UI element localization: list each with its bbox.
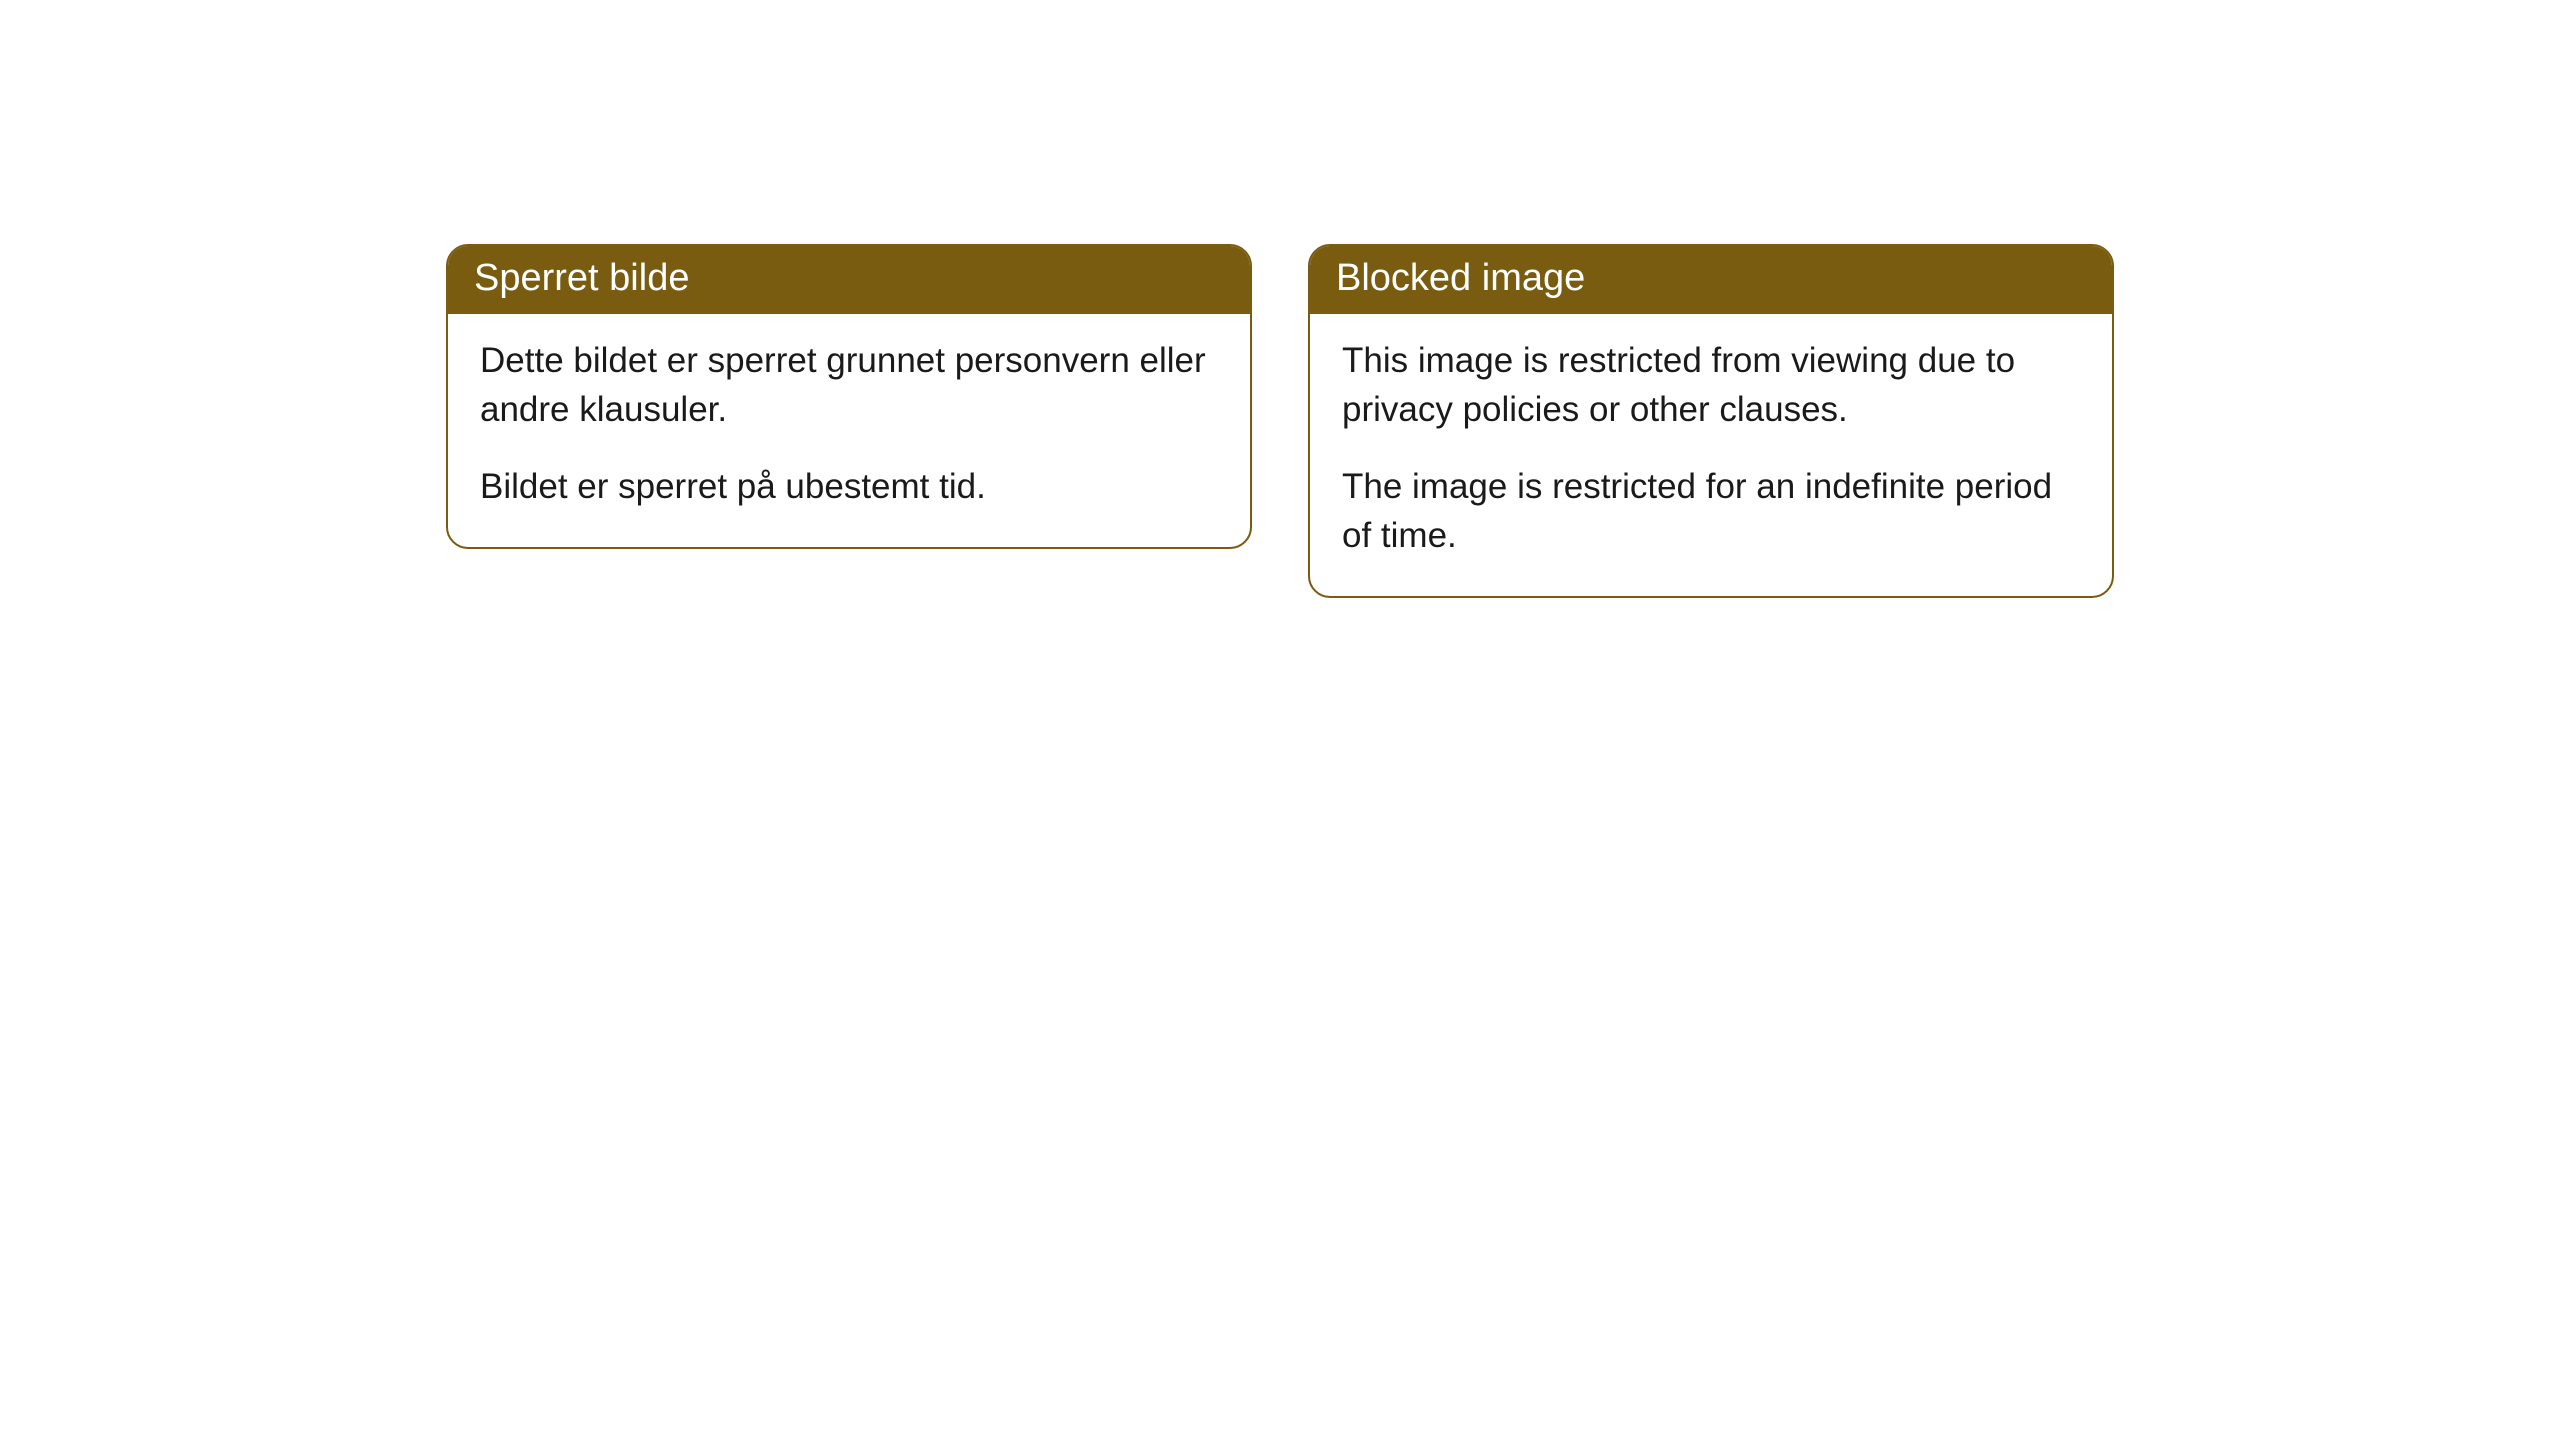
card-paragraph-1: This image is restricted from viewing du… (1342, 336, 2080, 434)
card-paragraph-2: The image is restricted for an indefinit… (1342, 462, 2080, 560)
card-body: Dette bildet er sperret grunnet personve… (448, 314, 1250, 547)
card-header: Sperret bilde (448, 246, 1250, 314)
card-header: Blocked image (1310, 246, 2112, 314)
cards-container: Sperret bilde Dette bildet er sperret gr… (446, 244, 2114, 1440)
card-paragraph-2: Bildet er sperret på ubestemt tid. (480, 462, 1218, 511)
blocked-image-card-english: Blocked image This image is restricted f… (1308, 244, 2114, 598)
card-body: This image is restricted from viewing du… (1310, 314, 2112, 596)
blocked-image-card-norwegian: Sperret bilde Dette bildet er sperret gr… (446, 244, 1252, 549)
card-paragraph-1: Dette bildet er sperret grunnet personve… (480, 336, 1218, 434)
